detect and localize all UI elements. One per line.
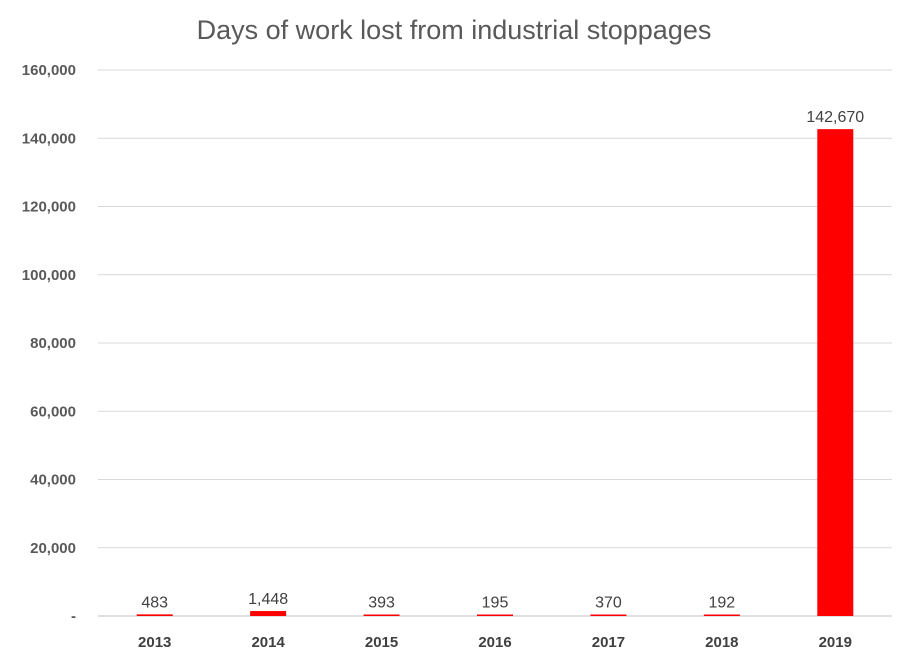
x-tick-label: 2019 — [819, 634, 852, 651]
y-tick-label: 160,000 — [22, 62, 76, 79]
data-label: 483 — [141, 594, 168, 611]
bar-2018 — [703, 614, 740, 616]
bar-2017 — [590, 614, 627, 616]
x-tick-label: 2017 — [592, 634, 625, 651]
x-tick-label: 2013 — [138, 634, 171, 651]
bars — [136, 129, 854, 617]
y-tick-label: 80,000 — [30, 335, 76, 352]
x-tick-label: 2015 — [365, 634, 398, 651]
bar-2014 — [250, 611, 287, 616]
x-tick-label: 2016 — [478, 634, 511, 651]
chart-title: Days of work lost from industrial stoppa… — [197, 15, 712, 45]
y-tick-label: - — [71, 608, 76, 625]
bar-2019 — [817, 129, 854, 617]
data-label: 142,670 — [806, 109, 864, 126]
x-axis: 2013 2014 2015 2016 2017 2018 2019 — [138, 634, 852, 651]
y-axis: - 20,000 40,000 60,000 80,000 100,000 120,000 1… — [22, 62, 76, 625]
y-tick-label: 20,000 — [30, 540, 76, 557]
x-tick-label: 2018 — [705, 634, 738, 651]
y-tick-label: 60,000 — [30, 403, 76, 420]
bar-2016 — [477, 614, 513, 616]
gridlines — [98, 69, 892, 617]
data-label: 192 — [709, 595, 736, 612]
data-label: 393 — [368, 595, 395, 612]
x-tick-label: 2014 — [251, 634, 285, 651]
data-label: 1,448 — [248, 591, 288, 608]
bar-2013 — [136, 614, 173, 616]
data-label: 195 — [482, 595, 509, 612]
y-tick-label: 40,000 — [30, 472, 76, 489]
data-labels: 483 1,448 393 195 370 192 142,670 — [141, 109, 864, 611]
y-tick-label: 100,000 — [22, 267, 76, 284]
y-tick-label: 140,000 — [22, 130, 76, 147]
data-label: 370 — [595, 595, 622, 612]
y-tick-label: 120,000 — [22, 199, 76, 216]
bar-2015 — [363, 614, 400, 616]
